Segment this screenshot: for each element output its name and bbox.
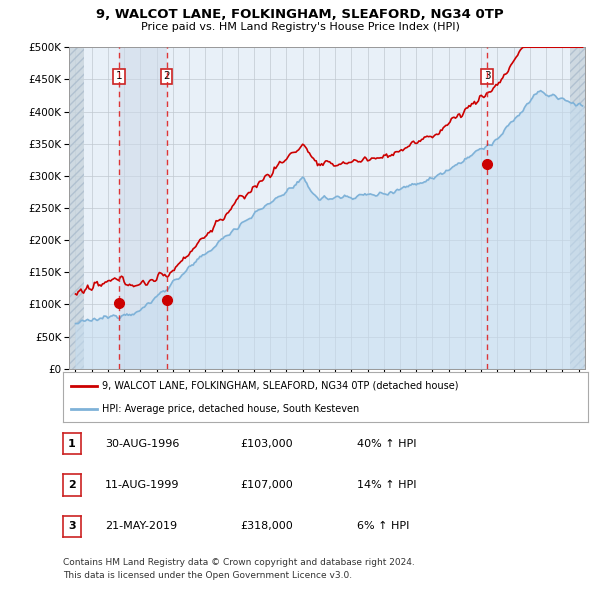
Text: £103,000: £103,000 — [240, 439, 293, 448]
Text: 9, WALCOT LANE, FOLKINGHAM, SLEAFORD, NG34 0TP: 9, WALCOT LANE, FOLKINGHAM, SLEAFORD, NG… — [96, 8, 504, 21]
Text: 1: 1 — [115, 71, 122, 81]
Text: This data is licensed under the Open Government Licence v3.0.: This data is licensed under the Open Gov… — [63, 571, 352, 580]
Text: £318,000: £318,000 — [240, 522, 293, 531]
Text: £107,000: £107,000 — [240, 480, 293, 490]
Text: 2: 2 — [68, 480, 76, 490]
Text: Contains HM Land Registry data © Crown copyright and database right 2024.: Contains HM Land Registry data © Crown c… — [63, 558, 415, 566]
Text: 1: 1 — [68, 439, 76, 448]
Text: 3: 3 — [68, 522, 76, 531]
Text: 40% ↑ HPI: 40% ↑ HPI — [357, 439, 416, 448]
Text: 9, WALCOT LANE, FOLKINGHAM, SLEAFORD, NG34 0TP (detached house): 9, WALCOT LANE, FOLKINGHAM, SLEAFORD, NG… — [103, 381, 459, 391]
Text: 21-MAY-2019: 21-MAY-2019 — [105, 522, 177, 531]
Bar — [571, 47, 585, 369]
Text: 11-AUG-1999: 11-AUG-1999 — [105, 480, 179, 490]
Bar — [69, 47, 83, 369]
Text: 6% ↑ HPI: 6% ↑ HPI — [357, 522, 409, 531]
Text: 3: 3 — [484, 71, 491, 81]
Text: 2: 2 — [163, 71, 170, 81]
Text: 30-AUG-1996: 30-AUG-1996 — [105, 439, 179, 448]
Bar — [119, 47, 167, 369]
Text: HPI: Average price, detached house, South Kesteven: HPI: Average price, detached house, Sout… — [103, 404, 359, 414]
Text: 14% ↑ HPI: 14% ↑ HPI — [357, 480, 416, 490]
Text: Price paid vs. HM Land Registry's House Price Index (HPI): Price paid vs. HM Land Registry's House … — [140, 22, 460, 32]
